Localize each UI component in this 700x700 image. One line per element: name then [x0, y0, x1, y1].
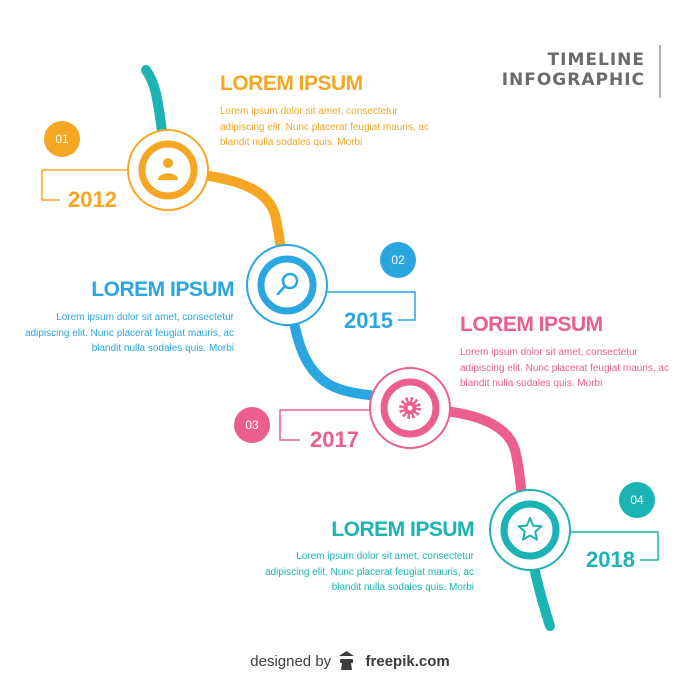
badge-04	[619, 482, 655, 518]
credit-line: designed by freepik.com	[0, 653, 700, 670]
gear-icon	[399, 397, 421, 419]
step-2-heading: LOREM IPSUM	[91, 278, 234, 301]
timeline-node-4	[489, 489, 571, 571]
credit-prefix: designed by	[250, 653, 332, 670]
connector-2012	[41, 169, 128, 201]
timeline-node-1	[127, 129, 209, 211]
connector-2015	[326, 291, 416, 321]
title-line-2: INFOGRAPHIC	[501, 70, 645, 90]
credit-brand: freepik.com	[365, 653, 450, 670]
badge-02	[380, 242, 416, 278]
page-title: TIMELINE INFOGRAPHIC	[502, 50, 645, 90]
step-4-heading: LOREM IPSUM	[331, 518, 474, 541]
timeline-node-2	[246, 244, 328, 326]
step-2-year: 2015	[344, 308, 393, 333]
step-2-number: 02	[391, 253, 405, 267]
star-icon	[517, 517, 543, 541]
step-3-heading: LOREM IPSUM	[460, 313, 603, 336]
connector-2017	[279, 409, 370, 441]
badge-01	[44, 121, 80, 157]
step-4-body: Lorem ipsum dolor sit amet, consectetur …	[265, 551, 474, 593]
step-1-year: 2012	[68, 187, 117, 212]
step-1-heading: LOREM IPSUM	[220, 72, 363, 95]
title-line-1: TIMELINE	[547, 50, 645, 70]
step-3-number: 03	[245, 418, 259, 432]
step-1-body: Lorem ipsum dolor sit amet, consectetur …	[220, 106, 429, 148]
step-4-number: 04	[630, 493, 644, 507]
step-3-year: 2017	[310, 427, 359, 452]
search-icon	[276, 272, 299, 296]
timeline-node-3	[369, 367, 451, 449]
step-4-year: 2018	[586, 547, 635, 572]
user-icon	[158, 158, 178, 180]
step-3-body: Lorem ipsum dolor sit amet, consectetur …	[460, 347, 669, 389]
badge-03	[234, 407, 270, 443]
step-2-body: Lorem ipsum dolor sit amet, consectetur …	[25, 312, 234, 354]
freepik-logo-icon	[339, 651, 354, 670]
step-1-number: 01	[55, 132, 69, 146]
connector-2018	[570, 531, 659, 561]
